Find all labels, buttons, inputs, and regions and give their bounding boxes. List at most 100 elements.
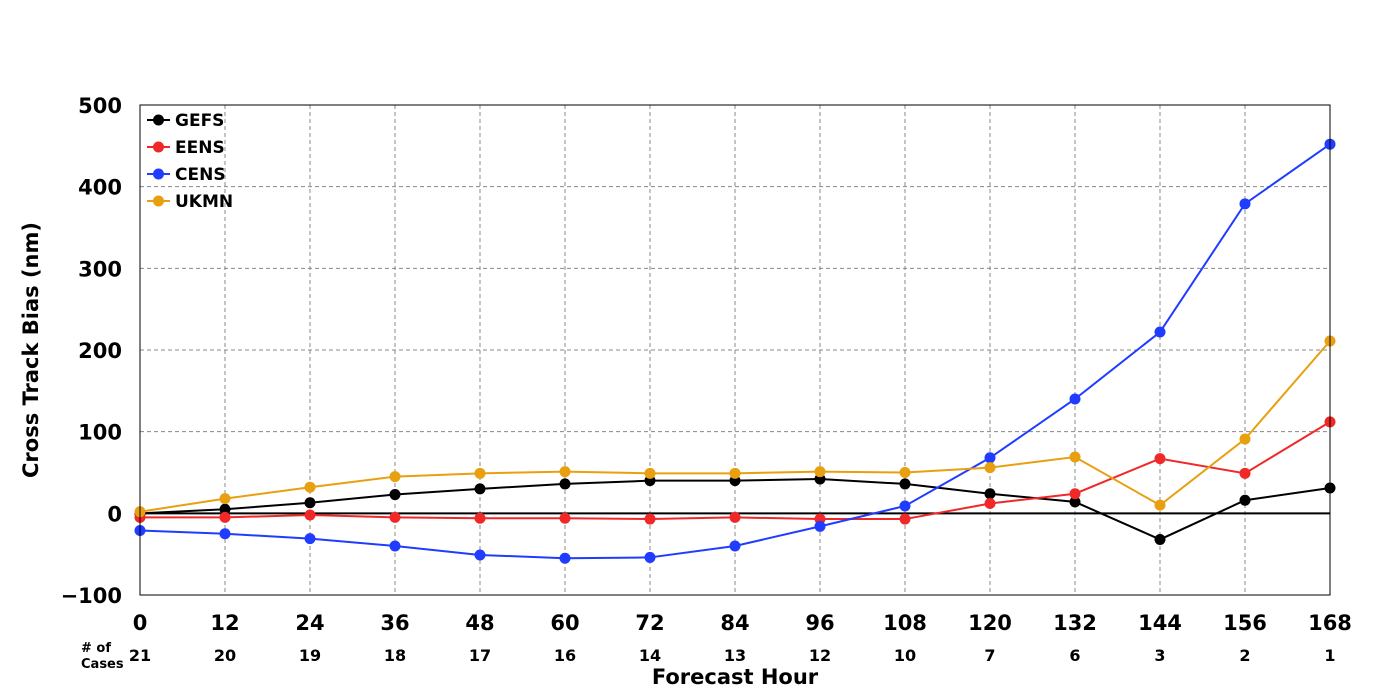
series-eens: [134, 416, 1336, 525]
y-tick-label: 300: [78, 257, 122, 281]
data-point-gefs: [1239, 494, 1251, 506]
case-count-label: 19: [299, 646, 321, 665]
data-point-ukmn: [389, 471, 401, 483]
data-point-gefs: [559, 478, 571, 490]
x-tick-label: 144: [1138, 611, 1182, 635]
series-layer: [134, 138, 1336, 564]
legend-marker: [153, 114, 164, 126]
series-ukmn: [134, 335, 1336, 518]
case-count-label: 6: [1069, 646, 1080, 665]
legend-entry-gefs: GEFS: [147, 111, 224, 131]
data-point-ukmn: [729, 467, 741, 479]
data-point-cens: [389, 540, 401, 552]
x-tick-label: 36: [380, 611, 409, 635]
data-point-ukmn: [474, 467, 486, 479]
x-axis-label: Forecast Hour: [652, 665, 819, 689]
data-point-ukmn: [984, 462, 996, 474]
series-cens: [134, 138, 1336, 564]
data-point-eens: [389, 511, 401, 523]
legend-label: UKMN: [175, 192, 233, 212]
data-point-eens: [1154, 453, 1166, 465]
data-point-cens: [814, 520, 826, 532]
data-point-eens: [474, 512, 486, 524]
y-tick-label: 200: [78, 339, 122, 363]
data-point-eens: [559, 512, 571, 524]
legend-entry-cens: CENS: [147, 165, 226, 185]
data-point-gefs: [984, 488, 996, 500]
data-point-gefs: [304, 497, 316, 509]
case-count-label: 20: [214, 646, 236, 665]
x-ticks: 0 12 24 36 48 60 72 84 96 108 120 132 144 156 168: [133, 611, 1352, 635]
data-point-ukmn: [1069, 451, 1081, 463]
case-count-label: 10: [894, 646, 916, 665]
data-point-eens: [304, 509, 316, 521]
x-tick-label: 60: [550, 611, 579, 635]
case-count-label: 12: [809, 646, 831, 665]
cases-label-line1: # of: [81, 641, 111, 656]
case-count-label: 1: [1324, 646, 1335, 665]
data-point-ukmn: [1154, 499, 1166, 511]
legend-marker: [153, 195, 164, 207]
legend-entry-eens: EENS: [147, 138, 225, 158]
case-count-label: 3: [1154, 646, 1165, 665]
series-line-gefs: [139, 478, 1331, 541]
data-point-cens: [1239, 198, 1251, 210]
x-tick-label: 108: [883, 611, 927, 635]
plot-frame: [139, 104, 1331, 596]
data-point-ukmn: [814, 466, 826, 478]
case-count-label: 13: [724, 646, 746, 665]
cases-label-line2: Cases: [81, 657, 124, 672]
x-tick-label: 156: [1223, 611, 1267, 635]
y-tick-label: 0: [107, 502, 122, 526]
x-tick-label: 72: [635, 611, 664, 635]
case-ticks: 21 20 19 18 17 16 14 13 12 10 7 6 3 2 1: [129, 646, 1336, 665]
data-point-gefs: [899, 478, 911, 490]
case-count-label: 2: [1239, 646, 1250, 665]
data-point-eens: [899, 513, 911, 525]
data-point-ukmn: [304, 481, 316, 493]
legend: GEFS EENS CENS UKMN: [147, 111, 233, 212]
data-point-eens: [219, 511, 231, 523]
data-point-gefs: [219, 503, 231, 515]
case-count-label: 17: [469, 646, 491, 665]
data-point-gefs: [1069, 496, 1081, 508]
data-point-eens: [644, 513, 656, 525]
x-tick-label: 168: [1308, 611, 1352, 635]
data-point-cens: [1154, 326, 1166, 338]
data-point-ukmn: [899, 467, 911, 478]
x-tick-label: 84: [720, 611, 749, 635]
data-point-ukmn: [1239, 433, 1251, 445]
y-tick-label: −100: [61, 584, 122, 608]
legend-label: CENS: [175, 165, 226, 185]
x-tick-label: 24: [295, 611, 324, 635]
data-point-cens: [984, 452, 996, 464]
data-point-eens: [1069, 488, 1081, 500]
x-tick-label: 48: [465, 611, 494, 635]
data-point-cens: [1069, 393, 1081, 405]
data-point-gefs: [1154, 533, 1166, 545]
legend-label: EENS: [175, 138, 225, 158]
case-count-label: 14: [639, 646, 661, 665]
data-point-ukmn: [219, 493, 231, 505]
data-point-gefs: [389, 489, 401, 501]
data-point-cens: [559, 552, 571, 564]
data-point-cens: [219, 528, 231, 540]
y-tick-label: 500: [78, 94, 122, 118]
y-tick-label: 400: [78, 176, 122, 200]
y-tick-label: 100: [78, 421, 122, 445]
data-point-ukmn: [559, 466, 571, 478]
x-tick-label: 120: [968, 611, 1012, 635]
case-count-label: 21: [129, 646, 151, 665]
x-tick-label: 132: [1053, 611, 1097, 635]
data-point-cens: [729, 540, 741, 552]
x-tick-label: 96: [805, 611, 834, 635]
y-ticks: −100 0 100 200 300 400 500: [61, 94, 122, 608]
data-point-cens: [304, 533, 316, 545]
x-tick-label: 12: [210, 611, 239, 635]
case-count-label: 18: [384, 646, 406, 665]
legend-entry-ukmn: UKMN: [147, 192, 233, 212]
data-point-eens: [729, 511, 741, 523]
legend-marker: [153, 168, 164, 180]
data-point-ukmn: [644, 467, 656, 479]
